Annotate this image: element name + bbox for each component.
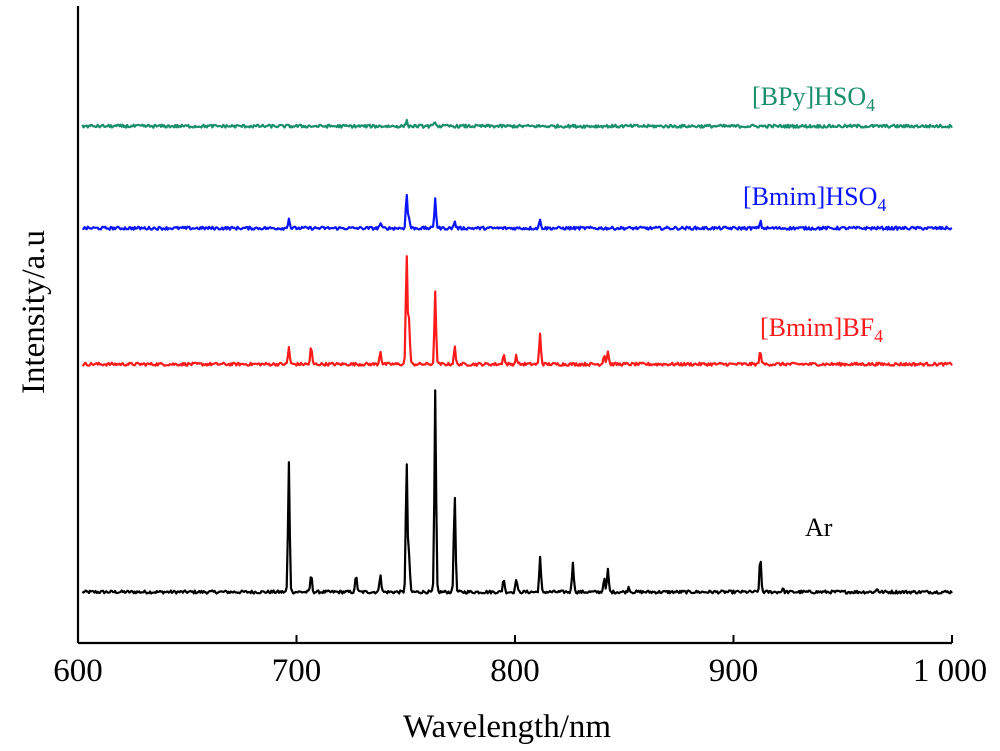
series-label-subscript: 4	[877, 195, 886, 215]
y-axis-title: Intensity/a.u	[16, 230, 52, 394]
x-tick-label: 700	[272, 653, 322, 689]
x-tick-label: 1 000	[913, 653, 987, 689]
x-axis-title: Wavelength/nm	[403, 709, 611, 745]
series-label-subscript: 4	[866, 95, 875, 115]
plot-area	[81, 118, 953, 595]
series-line	[81, 255, 953, 367]
x-tick-label: 900	[709, 653, 759, 689]
series-labels: Ar [Bmim]BF4 [Bmim]HSO4 [BPy]HSO4	[743, 82, 886, 542]
series-line	[82, 193, 953, 231]
series-label: [Bmim]BF4	[760, 313, 883, 346]
series-label: Ar	[805, 513, 833, 542]
series-label: [Bmim]HSO4	[743, 182, 886, 215]
series-label: [BPy]HSO4	[752, 82, 875, 115]
x-ticks: 600 700 800 900 1 000	[53, 635, 987, 689]
series-label-subscript: 4	[874, 326, 883, 346]
x-tick-label: 800	[490, 653, 540, 689]
series-line	[81, 389, 953, 595]
series-line	[81, 118, 953, 129]
x-tick-label: 600	[53, 653, 103, 689]
